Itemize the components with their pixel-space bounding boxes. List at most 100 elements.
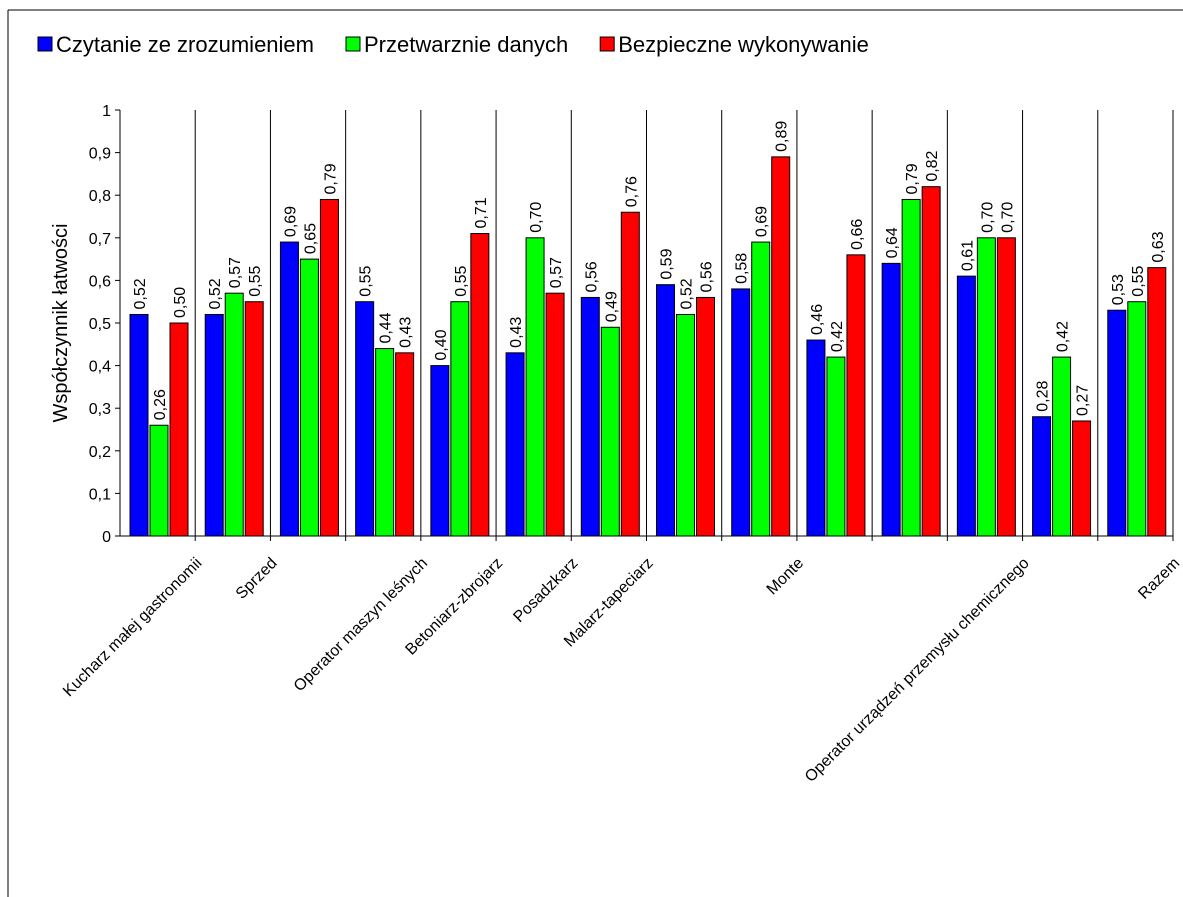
y-tick-label: 0,4 [89, 359, 111, 376]
data-label: 0,42 [1055, 321, 1072, 352]
bar [450, 301, 470, 537]
bar [204, 313, 224, 537]
data-label: 0,76 [623, 176, 640, 207]
x-tick-label: Posadzkarz [510, 555, 581, 626]
legend-label: Przetwarznie danych [364, 32, 568, 57]
bar [921, 186, 941, 537]
data-label: 0,44 [378, 312, 395, 343]
data-label: 0,57 [548, 257, 565, 288]
data-label: 0,69 [754, 206, 771, 237]
legend-label: Czytanie ze zrozumieniem [56, 32, 314, 57]
data-label: 0,28 [1035, 380, 1052, 411]
data-label: 0,46 [809, 304, 826, 335]
data-label: 0,57 [227, 257, 244, 288]
bar [355, 301, 375, 537]
x-tick-label: Operator urządzeń przemysłu chemicznego [802, 555, 1033, 786]
bar [656, 284, 675, 537]
bar [224, 292, 244, 537]
bar [169, 322, 189, 537]
data-label: 0,55 [247, 265, 264, 296]
bar [319, 198, 339, 537]
data-label: 0,40 [433, 329, 450, 360]
bar [826, 356, 846, 537]
x-tick-label: Kucharz małej gastronomii [60, 555, 205, 700]
data-label: 0,82 [924, 150, 941, 181]
data-label: 0,53 [1110, 274, 1127, 305]
bar [129, 313, 149, 537]
y-tick-label: 0 [102, 529, 111, 546]
bar [1032, 416, 1052, 537]
bar [470, 233, 490, 537]
data-label: 0,43 [398, 317, 415, 348]
y-tick-label: 0,8 [89, 188, 111, 205]
bar [1147, 267, 1167, 537]
data-label: 0,52 [679, 278, 696, 309]
data-label: 0,79 [322, 163, 339, 194]
x-tick-label: Razem [1135, 555, 1183, 603]
y-tick-label: 0,5 [89, 316, 111, 333]
data-label: 0,56 [699, 261, 716, 292]
legend-label: Bezpieczne wykonywanie [618, 32, 869, 57]
data-label: 0,71 [473, 197, 490, 228]
data-label: 0,70 [999, 202, 1016, 233]
data-label: 0,65 [302, 223, 319, 254]
data-label: 0,52 [207, 278, 224, 309]
bar [580, 296, 600, 537]
data-label: 0,64 [884, 227, 901, 258]
x-tick-label: Sprzed [233, 555, 281, 603]
data-label: 0,56 [583, 261, 600, 292]
data-label: 0,58 [734, 253, 751, 284]
y-tick-label: 0,9 [89, 146, 111, 163]
x-tick-label: Operator maszyn leśnych [291, 555, 431, 695]
bar [996, 237, 1016, 537]
legend-swatch [37, 36, 53, 52]
bar [149, 424, 169, 537]
y-tick-label: 0,1 [89, 486, 111, 503]
bar [696, 296, 715, 537]
y-axis-label: Współczynnik łatwości [50, 224, 72, 423]
bar [1052, 356, 1072, 537]
bar [244, 301, 264, 537]
y-tick-label: 0,6 [89, 273, 111, 290]
data-label: 0,63 [1150, 231, 1167, 262]
data-label: 0,43 [508, 317, 525, 348]
data-label: 0,69 [282, 206, 299, 237]
legend-swatch [345, 36, 361, 52]
bar [600, 326, 620, 537]
bar [279, 241, 299, 537]
bar [1127, 301, 1147, 537]
data-label: 0,55 [1130, 265, 1147, 296]
data-label: 0,70 [528, 202, 545, 233]
data-label: 0,89 [774, 121, 791, 152]
y-tick-label: 0,7 [89, 231, 111, 248]
bar [731, 288, 751, 537]
bar [375, 348, 395, 537]
y-tick-label: 1 [102, 103, 111, 120]
data-label: 0,79 [904, 163, 921, 194]
data-label: 0,66 [849, 219, 866, 250]
bar [751, 241, 771, 537]
data-label: 0,52 [132, 278, 149, 309]
bar [395, 352, 415, 537]
bar [771, 156, 791, 537]
bar [956, 275, 976, 537]
bar [505, 352, 525, 537]
legend-swatch [599, 36, 615, 52]
data-label: 0,42 [829, 321, 846, 352]
data-label: 0,26 [152, 389, 169, 420]
data-label: 0,27 [1075, 385, 1092, 416]
bar [676, 313, 695, 537]
data-label: 0,70 [979, 202, 996, 233]
y-tick-label: 0,2 [89, 444, 111, 461]
bar [846, 254, 866, 537]
bar [299, 258, 319, 537]
data-label: 0,55 [358, 265, 375, 296]
data-label: 0,50 [172, 287, 189, 318]
bar [620, 211, 640, 537]
bar [901, 198, 921, 537]
bar [430, 365, 450, 537]
bar [976, 237, 996, 537]
bar [1072, 420, 1092, 537]
data-label: 0,61 [959, 240, 976, 271]
